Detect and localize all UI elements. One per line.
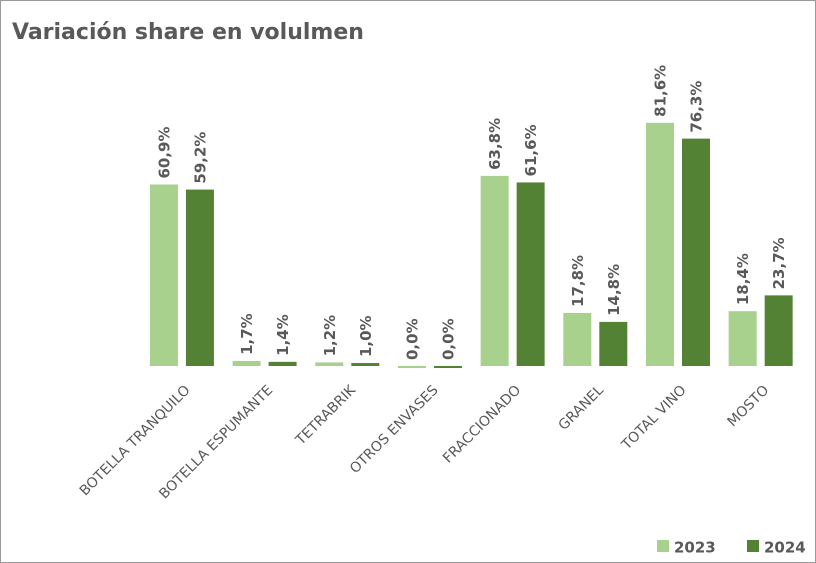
data-label: 1,7%	[238, 313, 256, 355]
data-label: 18,4%	[734, 253, 752, 305]
legend-label: 2023	[674, 539, 716, 557]
bar	[681, 138, 710, 366]
bar	[232, 360, 261, 366]
data-label: 61,6%	[522, 124, 540, 176]
legend-label: 2024	[764, 539, 806, 557]
bar	[563, 312, 592, 366]
data-label: 0,0%	[403, 318, 421, 360]
data-label: 0,0%	[439, 318, 457, 360]
data-label: 1,4%	[274, 314, 292, 356]
data-label: 76,3%	[687, 81, 705, 133]
data-label: 14,8%	[605, 264, 623, 316]
legend-swatch	[747, 540, 759, 552]
bar	[645, 122, 674, 366]
bar	[149, 184, 178, 366]
data-label: 17,8%	[569, 255, 587, 307]
bar	[351, 363, 380, 366]
data-label: 1,2%	[321, 315, 339, 357]
bar	[268, 361, 297, 366]
bar	[185, 189, 214, 366]
data-label: 23,7%	[770, 237, 788, 289]
chart-title: Variación share en volulmen	[12, 20, 364, 45]
bar	[480, 175, 509, 366]
data-label: 60,9%	[155, 126, 173, 178]
bar	[728, 311, 757, 366]
bar	[433, 366, 462, 368]
data-label: 59,2%	[191, 132, 209, 184]
data-label: 63,8%	[486, 118, 504, 170]
bar	[599, 321, 628, 366]
bar	[764, 295, 793, 366]
bar	[516, 182, 545, 366]
bar	[397, 366, 426, 368]
legend-swatch	[657, 540, 669, 552]
data-label: 1,0%	[357, 315, 375, 357]
data-label: 81,6%	[651, 65, 669, 117]
bar	[315, 362, 344, 366]
